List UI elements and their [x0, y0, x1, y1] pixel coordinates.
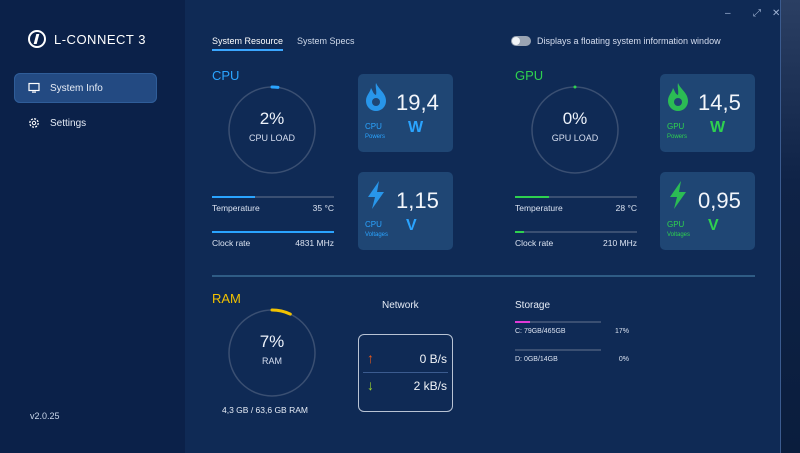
cpu-voltage-sub: Voltages — [365, 232, 389, 238]
gpu-power-name: GPU — [667, 122, 685, 131]
close-button[interactable]: ✕ — [772, 8, 781, 19]
gpu-voltage-card: 0,95 V GPU Voltages — [660, 172, 755, 250]
gpu-voltage-sub: Voltages — [667, 232, 691, 238]
network-panel: ↑ 0 B/s ↓ 2 kB/s — [358, 334, 453, 412]
gpu-voltage-unit: V — [708, 217, 719, 234]
app-version: v2.0.25 — [30, 411, 60, 421]
network-download-row: ↓ 2 kB/s — [367, 377, 447, 397]
drive-d-percent: 0% — [618, 356, 629, 363]
main-panel: – ⤢ ✕ System Resource System Specs Displ… — [185, 0, 781, 453]
network-separator — [363, 372, 448, 373]
ram-load-arc — [227, 308, 317, 398]
cpu-power-card: 19,4 W CPU Powers — [358, 74, 453, 152]
gpu-clock-label: Clock rate — [515, 238, 554, 248]
gpu-voltage-name: GPU — [667, 220, 685, 229]
cpu-load-arc — [227, 85, 317, 175]
cpu-power-value: 19,4 — [396, 90, 439, 115]
cpu-power-name: CPU — [365, 122, 382, 131]
cpu-power-unit: W — [408, 119, 424, 136]
app-title: L-CONNECT 3 — [54, 31, 146, 47]
cpu-voltage-value: 1,15 — [396, 188, 439, 213]
sidebar-item-label: Settings — [50, 117, 87, 129]
drive-c-percent: 17% — [614, 328, 629, 335]
network-title: Network — [382, 300, 419, 311]
drive-d-label: D: 0GB/14GB — [515, 356, 558, 363]
network-upload-rate: 0 B/s — [419, 352, 447, 366]
maximize-button[interactable]: ⤢ — [753, 8, 761, 19]
minimize-button[interactable]: – — [725, 8, 731, 19]
sidebar-item-settings[interactable]: Settings — [14, 108, 157, 138]
cpu-voltage-card: 1,15 V CPU Voltages — [358, 172, 453, 250]
network-download-rate: 2 kB/s — [413, 379, 447, 393]
gpu-clock-bar — [515, 231, 524, 233]
cpu-load-value: 2% — [259, 109, 285, 128]
lightning-icon — [368, 181, 384, 209]
gpu-temperature-value: 28 °C — [615, 203, 637, 213]
ram-load-label: RAM — [262, 356, 282, 366]
cpu-title: CPU — [212, 68, 240, 83]
ram-load-value: 7% — [259, 332, 285, 351]
cpu-load-label: CPU LOAD — [248, 133, 295, 143]
cpu-temperature-value: 35 °C — [312, 203, 334, 213]
gpu-title: GPU — [515, 68, 544, 83]
gpu-temperature-bar — [515, 196, 549, 198]
gpu-clock-value: 210 MHz — [602, 238, 637, 248]
lightning-icon — [670, 181, 686, 209]
cpu-power-sub: Powers — [365, 134, 386, 140]
tab-system-specs[interactable]: System Specs — [297, 36, 355, 46]
network-upload-row: ↑ 0 B/s — [367, 350, 447, 370]
cpu-voltage-unit: V — [406, 217, 417, 234]
gpu-power-value: 14,5 — [698, 90, 741, 115]
tab-system-resource[interactable]: System Resource — [212, 36, 284, 51]
gear-icon — [29, 118, 39, 128]
cpu-clock-value: 4831 MHz — [295, 238, 334, 248]
ram-load-gauge: 7% RAM — [227, 308, 317, 398]
storage-title: Storage — [515, 300, 551, 311]
gpu-power-unit: W — [710, 119, 726, 136]
sidebar: L-CONNECT 3 System Info Settings v2.0.25 — [0, 0, 185, 453]
gpu-load-gauge: 0% GPU LOAD — [530, 85, 620, 175]
cpu-clock-label: Clock rate — [212, 238, 251, 248]
download-arrow-icon: ↓ — [367, 377, 374, 393]
tab-bar: System Resource System Specs — [212, 36, 355, 51]
gpu-load-arc — [530, 85, 620, 175]
sidebar-item-system-info[interactable]: System Info — [14, 73, 157, 103]
flame-icon — [366, 83, 386, 111]
gpu-temperature-label: Temperature — [515, 203, 563, 213]
gpu-power-card: 14,5 W GPU Powers — [660, 74, 755, 152]
cpu-load-gauge: 2% CPU LOAD — [227, 85, 317, 175]
sidebar-item-label: System Info — [50, 82, 103, 94]
upload-arrow-icon: ↑ — [367, 350, 374, 366]
floating-window-label: Displays a floating system information w… — [537, 36, 721, 46]
flame-icon — [668, 83, 688, 111]
app-window: L-CONNECT 3 System Info Settings v2.0.25… — [0, 0, 781, 453]
ram-usage: 4,3 GB / 63,6 GB RAM — [222, 405, 308, 415]
gpu-voltage-value: 0,95 — [698, 188, 741, 213]
lian-li-logo-icon — [28, 30, 46, 48]
cpu-voltage-name: CPU — [365, 220, 382, 229]
gpu-load-value: 0% — [562, 109, 588, 128]
gpu-load-label: GPU LOAD — [551, 133, 599, 143]
floating-window-option: Displays a floating system information w… — [511, 36, 721, 46]
cpu-temperature-bar — [212, 196, 255, 198]
drive-c-bar — [515, 321, 530, 323]
app-logo: L-CONNECT 3 — [28, 30, 146, 48]
cpu-temperature-label: Temperature — [212, 203, 260, 213]
ram-title: RAM — [212, 291, 241, 306]
drive-c-label: C: 79GB/465GB — [515, 328, 566, 335]
monitor-icon — [28, 82, 40, 93]
cpu-clock-bar — [212, 231, 334, 233]
gpu-power-sub: Powers — [667, 134, 688, 140]
section-divider — [212, 275, 755, 277]
floating-window-toggle[interactable] — [511, 36, 531, 46]
